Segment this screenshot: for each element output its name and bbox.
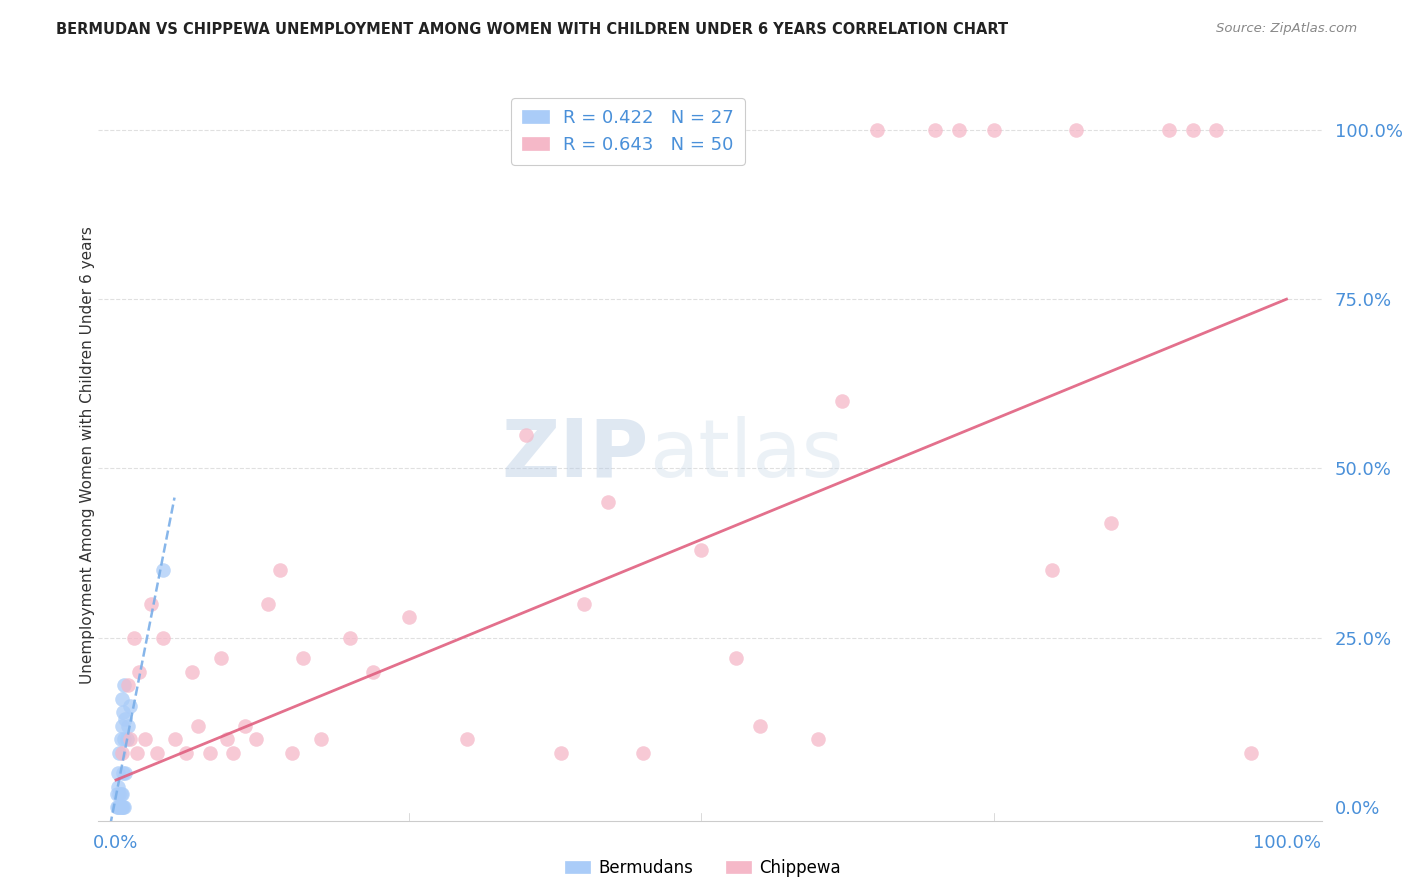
Point bbox=[233, 719, 256, 733]
Point bbox=[114, 766, 136, 780]
Point bbox=[122, 631, 145, 645]
Point bbox=[111, 691, 134, 706]
Point bbox=[807, 732, 830, 747]
Point bbox=[146, 746, 169, 760]
Point bbox=[983, 123, 1005, 137]
Point bbox=[111, 787, 134, 801]
Point bbox=[152, 631, 174, 645]
Point bbox=[550, 746, 572, 760]
Point bbox=[866, 123, 889, 137]
Point bbox=[245, 732, 267, 747]
Point bbox=[107, 780, 129, 794]
Point bbox=[111, 706, 134, 720]
Point bbox=[217, 732, 239, 747]
Point bbox=[111, 719, 134, 733]
Point bbox=[1064, 123, 1087, 137]
Point bbox=[924, 123, 946, 137]
Point bbox=[112, 732, 135, 747]
Point bbox=[117, 678, 139, 692]
Point bbox=[948, 123, 970, 137]
Point bbox=[292, 651, 315, 665]
Point bbox=[1099, 516, 1122, 530]
Point bbox=[105, 787, 128, 801]
Point bbox=[111, 766, 134, 780]
Point bbox=[339, 631, 361, 645]
Point bbox=[257, 597, 280, 611]
Point bbox=[115, 732, 138, 747]
Point bbox=[114, 712, 136, 726]
Point bbox=[748, 719, 770, 733]
Point bbox=[1240, 746, 1263, 760]
Point bbox=[118, 698, 141, 713]
Point bbox=[831, 393, 853, 408]
Point bbox=[112, 800, 135, 814]
Point bbox=[309, 732, 332, 747]
Point bbox=[690, 542, 713, 557]
Point bbox=[108, 746, 131, 760]
Y-axis label: Unemployment Among Women with Children Under 6 years: Unemployment Among Women with Children U… bbox=[80, 226, 94, 684]
Point bbox=[398, 610, 420, 624]
Point bbox=[596, 495, 619, 509]
Point bbox=[280, 746, 302, 760]
Point bbox=[111, 746, 134, 760]
Point bbox=[174, 746, 197, 760]
Point bbox=[181, 665, 204, 679]
Legend: Bermudans, Chippewa: Bermudans, Chippewa bbox=[558, 853, 848, 884]
Point bbox=[725, 651, 748, 665]
Point bbox=[125, 746, 148, 760]
Legend: R = 0.422   N = 27, R = 0.643   N = 50: R = 0.422 N = 27, R = 0.643 N = 50 bbox=[512, 98, 745, 165]
Point bbox=[1181, 123, 1204, 137]
Point bbox=[574, 597, 596, 611]
Point bbox=[117, 719, 139, 733]
Point bbox=[222, 746, 245, 760]
Text: Source: ZipAtlas.com: Source: ZipAtlas.com bbox=[1216, 22, 1357, 36]
Point bbox=[1159, 123, 1181, 137]
Text: BERMUDAN VS CHIPPEWA UNEMPLOYMENT AMONG WOMEN WITH CHILDREN UNDER 6 YEARS CORREL: BERMUDAN VS CHIPPEWA UNEMPLOYMENT AMONG … bbox=[56, 22, 1008, 37]
Point bbox=[515, 427, 537, 442]
Point bbox=[111, 800, 134, 814]
Point bbox=[1205, 123, 1227, 137]
Text: atlas: atlas bbox=[650, 416, 844, 494]
Point bbox=[112, 678, 135, 692]
Text: ZIP: ZIP bbox=[502, 416, 650, 494]
Point bbox=[163, 732, 186, 747]
Point bbox=[110, 732, 132, 747]
Point bbox=[269, 563, 291, 577]
Point bbox=[118, 732, 141, 747]
Point bbox=[111, 800, 134, 814]
Point bbox=[198, 746, 221, 760]
Point bbox=[105, 800, 128, 814]
Point bbox=[631, 746, 654, 760]
Point bbox=[107, 800, 129, 814]
Point bbox=[107, 766, 129, 780]
Point bbox=[152, 563, 174, 577]
Point bbox=[187, 719, 209, 733]
Point bbox=[128, 665, 150, 679]
Point bbox=[108, 787, 131, 801]
Point bbox=[110, 800, 132, 814]
Point bbox=[108, 800, 131, 814]
Point bbox=[139, 597, 162, 611]
Point bbox=[209, 651, 232, 665]
Point bbox=[456, 732, 478, 747]
Point bbox=[1042, 563, 1064, 577]
Point bbox=[134, 732, 156, 747]
Point bbox=[110, 787, 132, 801]
Point bbox=[363, 665, 385, 679]
